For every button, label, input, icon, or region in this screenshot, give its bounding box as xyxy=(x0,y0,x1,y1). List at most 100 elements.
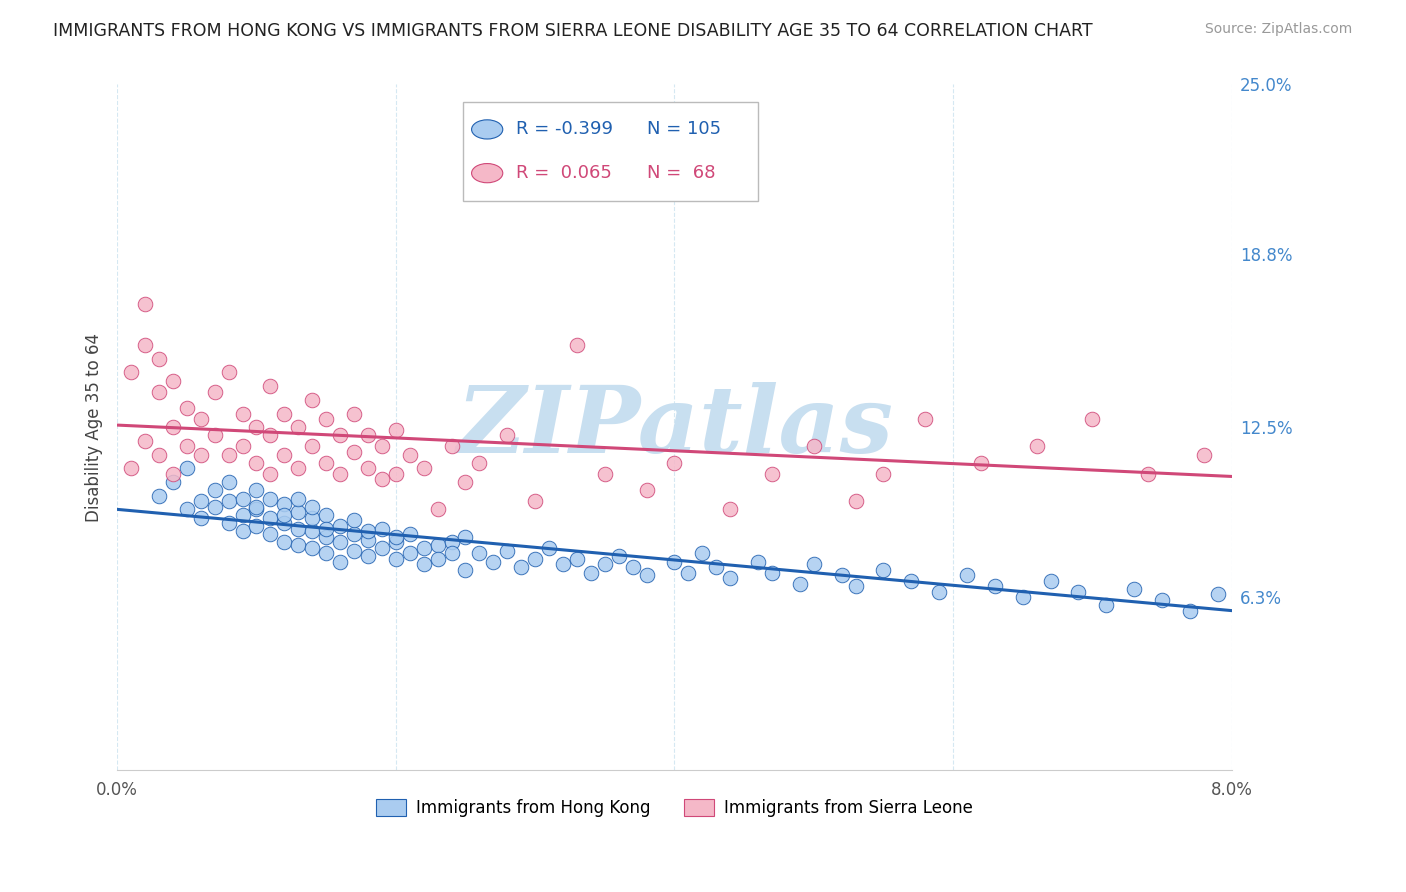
Point xyxy=(664,555,686,569)
Point xyxy=(329,519,352,533)
Point xyxy=(287,505,309,519)
Point xyxy=(537,541,560,555)
Point xyxy=(329,467,352,481)
Point xyxy=(844,579,866,593)
Point xyxy=(259,467,281,481)
Point xyxy=(204,500,226,514)
Point xyxy=(245,456,267,470)
Point xyxy=(259,379,281,393)
Point xyxy=(690,546,713,560)
Point xyxy=(371,472,394,486)
Point xyxy=(928,584,950,599)
Point xyxy=(371,541,394,555)
Point xyxy=(329,428,352,442)
Circle shape xyxy=(471,163,503,183)
Point xyxy=(1025,439,1047,453)
Point xyxy=(468,546,491,560)
Point xyxy=(148,384,170,399)
Text: ZIPatlas: ZIPatlas xyxy=(456,382,893,472)
Point xyxy=(343,513,366,527)
Point xyxy=(357,428,380,442)
Text: Source: ZipAtlas.com: Source: ZipAtlas.com xyxy=(1205,22,1353,37)
Point xyxy=(621,560,644,574)
Point xyxy=(872,563,894,577)
Point xyxy=(956,568,979,582)
Point xyxy=(162,420,184,434)
Point xyxy=(162,475,184,489)
Point xyxy=(1123,582,1146,596)
Point xyxy=(718,502,741,516)
Point xyxy=(440,439,463,453)
Point xyxy=(1067,584,1090,599)
Point xyxy=(565,552,588,566)
Point xyxy=(301,392,323,407)
Point xyxy=(398,448,420,462)
Point xyxy=(301,524,323,539)
Point xyxy=(120,365,142,379)
Point xyxy=(245,502,267,516)
Point xyxy=(218,494,240,508)
Point xyxy=(259,527,281,541)
Point xyxy=(385,467,408,481)
Point xyxy=(412,541,434,555)
Point xyxy=(134,297,156,311)
Point xyxy=(371,522,394,536)
Point xyxy=(636,483,658,498)
Point xyxy=(301,500,323,514)
Point xyxy=(357,549,380,563)
Point xyxy=(134,434,156,448)
Point xyxy=(329,535,352,549)
Point xyxy=(245,483,267,498)
Text: IMMIGRANTS FROM HONG KONG VS IMMIGRANTS FROM SIERRA LEONE DISABILITY AGE 35 TO 6: IMMIGRANTS FROM HONG KONG VS IMMIGRANTS … xyxy=(53,22,1092,40)
Point xyxy=(371,439,394,453)
Point xyxy=(204,428,226,442)
Point xyxy=(1206,587,1229,601)
Point xyxy=(232,491,254,506)
Point xyxy=(385,423,408,437)
Point xyxy=(593,558,616,572)
Point xyxy=(524,552,547,566)
Point xyxy=(190,510,212,524)
Point xyxy=(176,401,198,415)
Point xyxy=(1249,420,1271,434)
Point xyxy=(245,500,267,514)
Point xyxy=(1150,593,1173,607)
Point xyxy=(301,439,323,453)
Point xyxy=(204,483,226,498)
Point xyxy=(120,461,142,475)
Point xyxy=(273,535,295,549)
Point xyxy=(134,338,156,352)
Point xyxy=(1234,599,1257,613)
Point xyxy=(343,527,366,541)
Point xyxy=(398,527,420,541)
Point xyxy=(1011,591,1033,605)
Point xyxy=(273,508,295,522)
Point xyxy=(761,467,783,481)
Point xyxy=(593,467,616,481)
Point xyxy=(1346,615,1368,629)
Point xyxy=(831,568,853,582)
Point xyxy=(315,508,337,522)
Point xyxy=(761,566,783,580)
Point xyxy=(1137,467,1160,481)
Point xyxy=(148,448,170,462)
Point xyxy=(315,412,337,426)
Point xyxy=(176,439,198,453)
Point xyxy=(426,552,449,566)
Point xyxy=(803,558,825,572)
Point xyxy=(1374,599,1396,613)
Point xyxy=(343,445,366,459)
Point xyxy=(1095,599,1118,613)
Point xyxy=(273,516,295,531)
Point xyxy=(162,374,184,388)
Point xyxy=(496,428,519,442)
Text: R = -0.399: R = -0.399 xyxy=(516,120,613,138)
Point xyxy=(343,407,366,421)
Point xyxy=(245,420,267,434)
Point xyxy=(329,555,352,569)
Point xyxy=(1192,448,1215,462)
Text: N =  68: N = 68 xyxy=(647,164,716,182)
Point xyxy=(664,456,686,470)
Point xyxy=(287,491,309,506)
Point xyxy=(454,475,477,489)
